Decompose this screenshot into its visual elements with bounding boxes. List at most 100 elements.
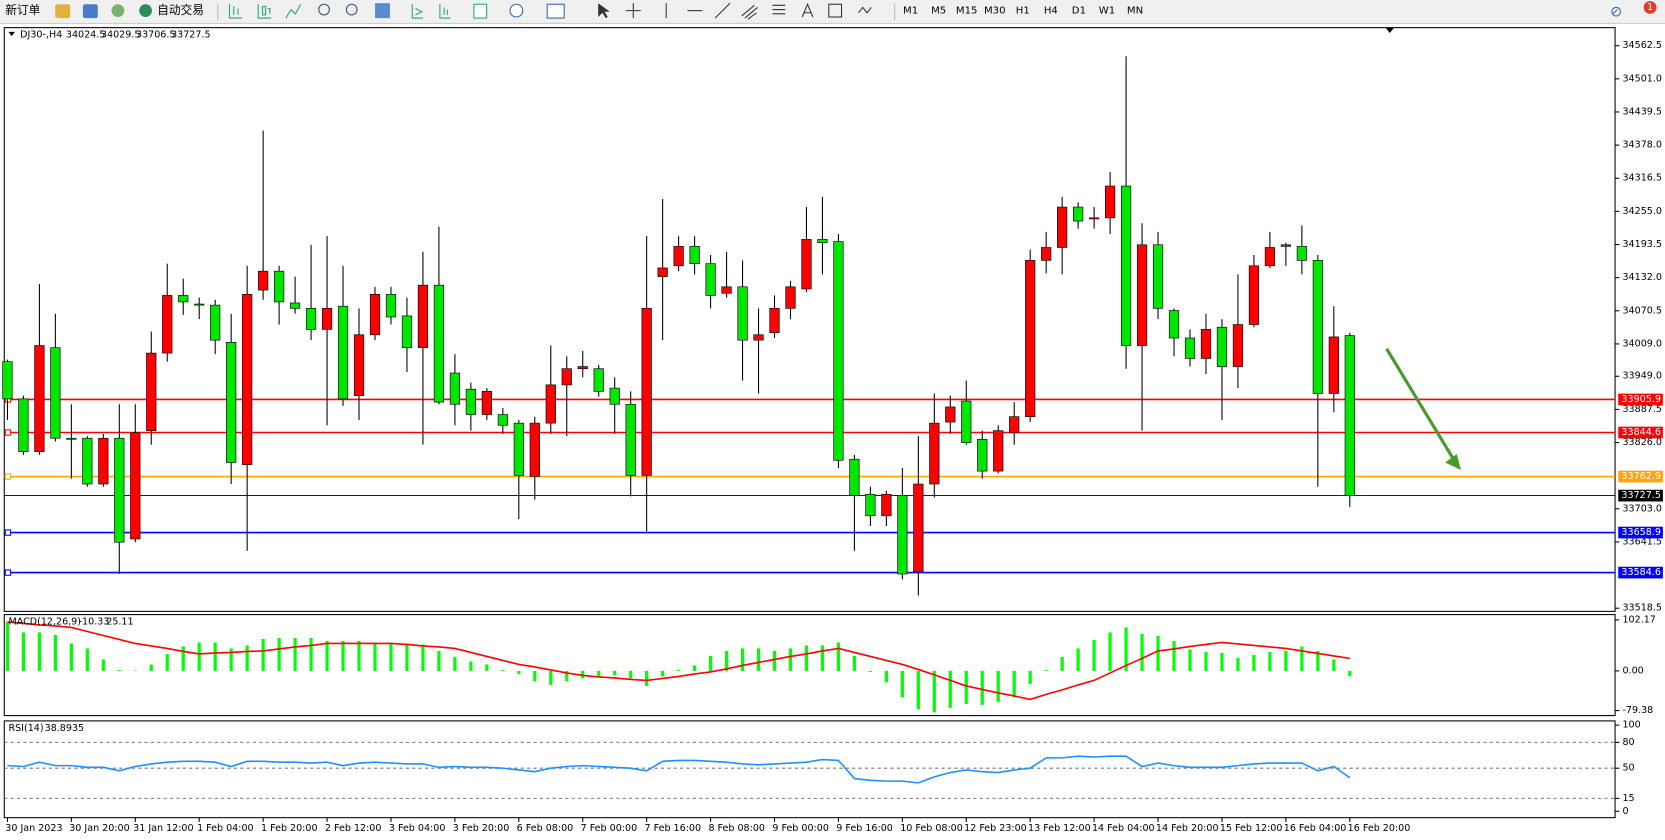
- macd-bar: [101, 659, 105, 671]
- fibo-button[interactable]: [772, 4, 786, 15]
- timeframe-button[interactable]: H4: [1044, 6, 1058, 17]
- ohlc-value: 33727.5: [171, 30, 210, 41]
- icon-button[interactable]: [82, 4, 98, 19]
- macd-bar: [1140, 633, 1144, 671]
- icon-button[interactable]: [111, 4, 125, 18]
- rsi-line: [7, 755, 1351, 784]
- timeframe-button[interactable]: M30: [984, 6, 1006, 17]
- macd-bar: [341, 640, 345, 671]
- candle-chart-button[interactable]: [257, 4, 271, 19]
- candle-body: [929, 422, 940, 485]
- macd-bar: [677, 669, 681, 671]
- macd-bar: [405, 643, 409, 671]
- new-order-button[interactable]: 新订单: [5, 3, 40, 17]
- crosshair-button[interactable]: [625, 3, 641, 19]
- macd-bar: [1028, 670, 1032, 684]
- auto-trade-icon[interactable]: [139, 4, 152, 18]
- y-tick-label: 0.00: [1622, 665, 1643, 676]
- candle-body: [1200, 329, 1212, 359]
- periods-button[interactable]: [509, 3, 524, 18]
- x-tick-label: 13 Feb 12:00: [1028, 823, 1091, 834]
- level-label-bg: [1618, 566, 1663, 579]
- level-anchor: [4, 429, 12, 436]
- candle-body: [305, 308, 317, 330]
- bar-chart-button[interactable]: [228, 4, 243, 19]
- macd-bar: [852, 655, 857, 671]
- x-tick-label: 9 Feb 00:00: [772, 823, 829, 834]
- x-tick-label: 2 Feb 12:00: [325, 823, 382, 834]
- label-button[interactable]: [828, 3, 843, 18]
- timeframe-button[interactable]: D1: [1072, 6, 1086, 17]
- x-tick-label: 10 Feb 08:00: [900, 823, 963, 834]
- candle-body: [1057, 206, 1068, 248]
- templates-button[interactable]: [546, 3, 565, 19]
- candle-body: [785, 286, 796, 309]
- candle-body: [242, 294, 253, 465]
- candle-body: [210, 304, 221, 341]
- scroll-button[interactable]: [411, 4, 424, 19]
- macd-bar: [485, 664, 489, 671]
- macd-bar: [421, 644, 425, 671]
- timeframe-button[interactable]: M15: [956, 6, 978, 17]
- candle-body: [1168, 310, 1180, 339]
- panel-frame: [3, 614, 1616, 717]
- macd-bar: [740, 648, 745, 671]
- search-button[interactable]: [1611, 6, 1621, 17]
- line-chart-button[interactable]: [285, 3, 302, 19]
- macd-bar: [277, 637, 281, 671]
- notification-badge[interactable]: [1643, 1, 1657, 14]
- candle-body: [545, 384, 556, 424]
- icon-button[interactable]: [55, 4, 71, 19]
- candle-body: [753, 334, 764, 341]
- y-tick-label: 0: [1622, 806, 1628, 817]
- zoom-out-button[interactable]: [345, 3, 358, 16]
- timeframe-bar: M1 M5 M15 M30 H1 H4 D1 W1 MN: [903, 6, 1143, 17]
- macd-bar: [517, 670, 521, 674]
- y-tick-label: 33826.0: [1622, 437, 1661, 448]
- candle-body: [369, 294, 381, 336]
- candle-body: [865, 493, 876, 517]
- x-tick-label: 3 Feb 04:00: [389, 823, 446, 834]
- x-tick-label: 14 Feb 20:00: [1156, 823, 1219, 834]
- timeframe-button[interactable]: MN: [1127, 6, 1143, 17]
- tile-button[interactable]: [375, 3, 390, 19]
- text-button[interactable]: [801, 2, 814, 18]
- timeframe-button[interactable]: M5: [931, 6, 946, 17]
- macd-bar: [37, 632, 41, 671]
- macd-bar: [820, 645, 825, 671]
- timeframe-button[interactable]: M1: [903, 6, 918, 17]
- candle-body: [50, 347, 61, 439]
- timeframe-button[interactable]: W1: [1099, 6, 1115, 17]
- indicators-button[interactable]: [473, 3, 488, 19]
- candle-body: [433, 284, 445, 403]
- macd-bar: [437, 650, 441, 671]
- candle-body: [178, 295, 189, 303]
- level-label-bg: [1618, 426, 1663, 439]
- last-price-bg: [1618, 489, 1663, 502]
- y-tick-label: 34132.0: [1622, 272, 1661, 283]
- macd-bar: [836, 642, 841, 671]
- y-tick-label: 34501.0: [1622, 73, 1661, 84]
- cursor-button[interactable]: [598, 3, 610, 19]
- last-price-label: 33727.5: [1621, 490, 1660, 501]
- macd-bar: [149, 664, 153, 671]
- candle-body: [1216, 326, 1228, 367]
- candle-body: [561, 368, 572, 386]
- y-tick-label: 34255.0: [1622, 206, 1661, 217]
- macd-bar: [1172, 640, 1176, 671]
- zoom-in-button[interactable]: [318, 3, 330, 16]
- channel-button[interactable]: [741, 4, 758, 20]
- x-tick-label: 16 Feb 20:00: [1348, 823, 1411, 834]
- trendline-button[interactable]: [714, 2, 731, 19]
- timeframe-button[interactable]: H1: [1016, 6, 1030, 17]
- macd-bar: [1332, 659, 1336, 671]
- candle-body: [1136, 244, 1148, 346]
- arrows-button[interactable]: [858, 6, 872, 14]
- auto-trade-button[interactable]: 自动交易: [157, 3, 204, 17]
- candle-body: [130, 432, 141, 540]
- macd-bar: [389, 643, 393, 671]
- x-tick-label: 1 Feb 20:00: [261, 823, 318, 834]
- shift-button[interactable]: [439, 4, 451, 19]
- macd-bar: [1252, 654, 1256, 671]
